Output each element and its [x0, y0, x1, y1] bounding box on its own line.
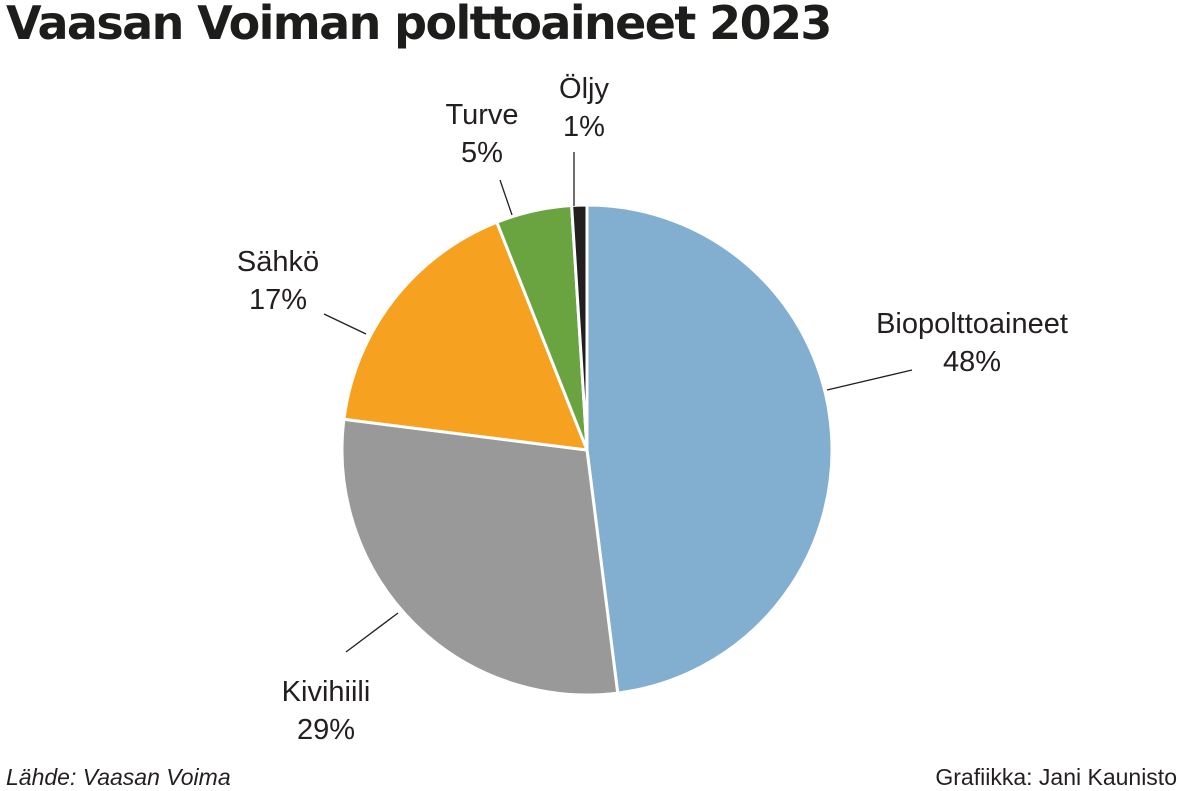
slice-value-turve: 5% — [461, 137, 503, 169]
slice-label-turve: Turve — [445, 99, 518, 131]
slice-value-biopolttoaineet: 48% — [943, 346, 1001, 378]
slice-value-oljy: 1% — [563, 111, 605, 143]
pie-slice-kivihiili — [340, 417, 620, 697]
source-note: Lähde: Vaasan Voima — [6, 764, 231, 790]
pie-slice-oljy — [570, 203, 589, 452]
pie-labels: Biopolttoaineet 48% Kivihiili 29% Sähkö 17% Tu… — [237, 73, 1068, 746]
slice-label-biopolttoaineet: Biopolttoaineet — [876, 308, 1068, 340]
graphic-credit: Grafiikka: Jani Kaunisto — [935, 764, 1177, 790]
pie-slice-sahko — [342, 220, 589, 452]
leader-line-biopolttoaineet — [826, 369, 913, 391]
slice-label-sahko: Sähkö — [237, 246, 319, 278]
slice-label-kivihiili: Kivihiili — [282, 676, 371, 708]
leader-line-kivihiili — [345, 612, 399, 653]
chart-title: Vaasan Voiman polttoaineet 2023 — [6, 0, 832, 50]
leader-line-sahko — [323, 313, 367, 335]
pie-slices — [340, 203, 834, 697]
slice-value-sahko: 17% — [249, 284, 307, 316]
leader-line-turve — [499, 179, 513, 216]
slice-value-kivihiili: 29% — [297, 714, 355, 746]
pie-slice-biopolttoaineet — [585, 203, 834, 695]
slice-label-oljy: Öljy — [559, 73, 609, 105]
